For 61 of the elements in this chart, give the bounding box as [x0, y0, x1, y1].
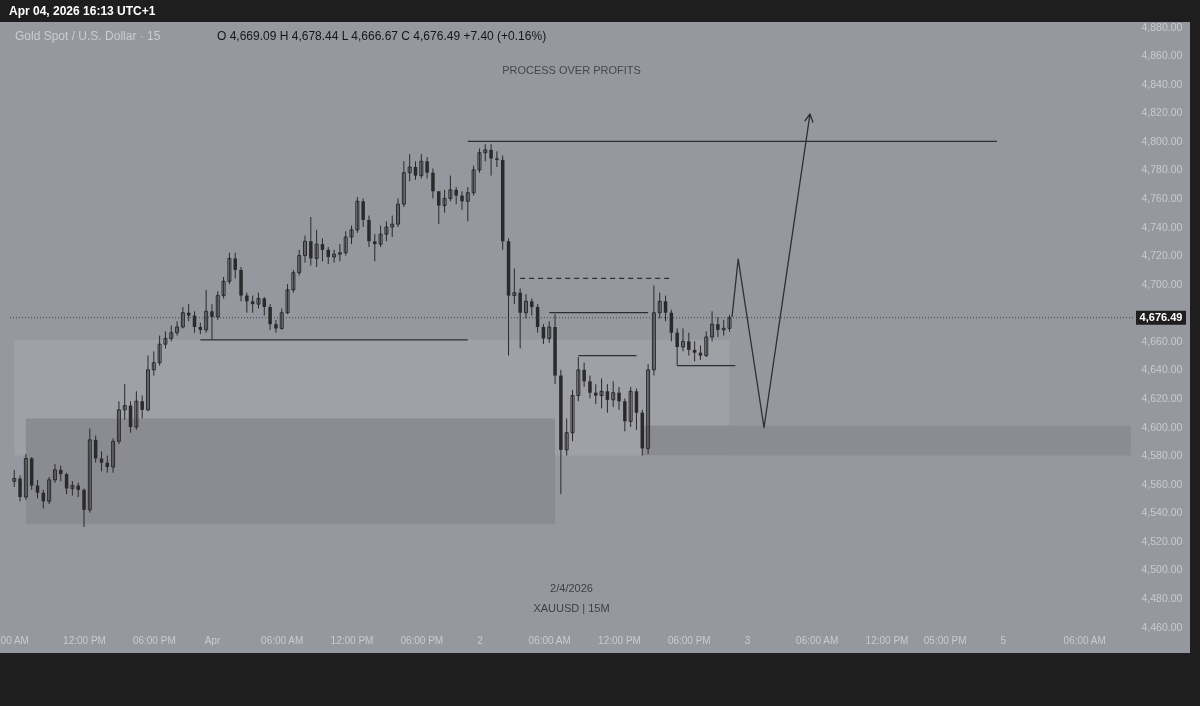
candlestick: [651, 285, 656, 377]
candlestick: [23, 453, 28, 501]
candlestick: [582, 362, 586, 388]
candlestick: [82, 487, 86, 528]
candlestick: [52, 463, 57, 484]
chart-subtitle: O 4,669.09 H 4,678.44 L 4,666.67 C 4,676.49 +7.40 (+0.16%): [217, 29, 547, 43]
candlestick: [180, 306, 185, 329]
candlestick: [547, 320, 552, 344]
annotation: PROCESS OVER PROFITS: [502, 64, 641, 76]
candlestick: [175, 320, 180, 337]
candlestick: [407, 153, 412, 182]
candlestick: [47, 476, 52, 505]
candlestick: [460, 190, 464, 211]
candlestick: [704, 330, 709, 358]
candlestick: [245, 292, 249, 314]
candlestick: [523, 293, 528, 319]
candlestick: [262, 296, 267, 317]
candlestick: [605, 383, 610, 414]
candlestick: [495, 150, 499, 168]
candlestick: [396, 197, 401, 228]
candlestick: [122, 383, 127, 421]
candlestick: [680, 327, 685, 352]
candlestick: [588, 375, 592, 399]
annotation: XAUUSD | 15M: [533, 602, 610, 614]
candlestick: [716, 316, 720, 338]
candlestick: [512, 267, 517, 305]
candlestick: [111, 437, 116, 474]
candlestick: [663, 295, 668, 322]
candlestick: [116, 400, 121, 445]
candlestick: [274, 319, 278, 334]
candlestick: [99, 450, 104, 472]
candlestick: [518, 287, 522, 349]
candlestick: [401, 160, 406, 208]
candlestick: [332, 249, 337, 264]
candlestick: [361, 197, 365, 228]
candlestick: [657, 292, 662, 319]
candlestick: [692, 340, 697, 362]
candlestick: [18, 475, 22, 502]
annotation: 2/4/2026: [550, 582, 593, 594]
candlestick: [413, 160, 418, 181]
candlestick: [425, 156, 429, 179]
candlestick: [710, 310, 715, 342]
candlestick: [623, 397, 627, 432]
candlestick: [268, 303, 272, 331]
candlestick: [431, 167, 435, 199]
candlestick: [646, 363, 651, 455]
candlestick: [320, 237, 325, 262]
candlestick: [611, 380, 616, 408]
candlestick: [687, 332, 691, 357]
candlestick: [87, 427, 92, 514]
candlestick: [337, 243, 342, 262]
candlestick: [303, 235, 307, 264]
candlestick: [628, 386, 633, 428]
candlestick: [367, 215, 371, 248]
text: Apr 04, 2026 16:13 UTC+1: [9, 4, 156, 18]
candlestick: [419, 153, 424, 179]
candlestick: [489, 143, 493, 177]
ref-line-label: 4,676.49: [1139, 310, 1183, 323]
candlestick: [617, 386, 621, 411]
candlestick: [204, 289, 209, 334]
candlestick: [145, 355, 150, 412]
